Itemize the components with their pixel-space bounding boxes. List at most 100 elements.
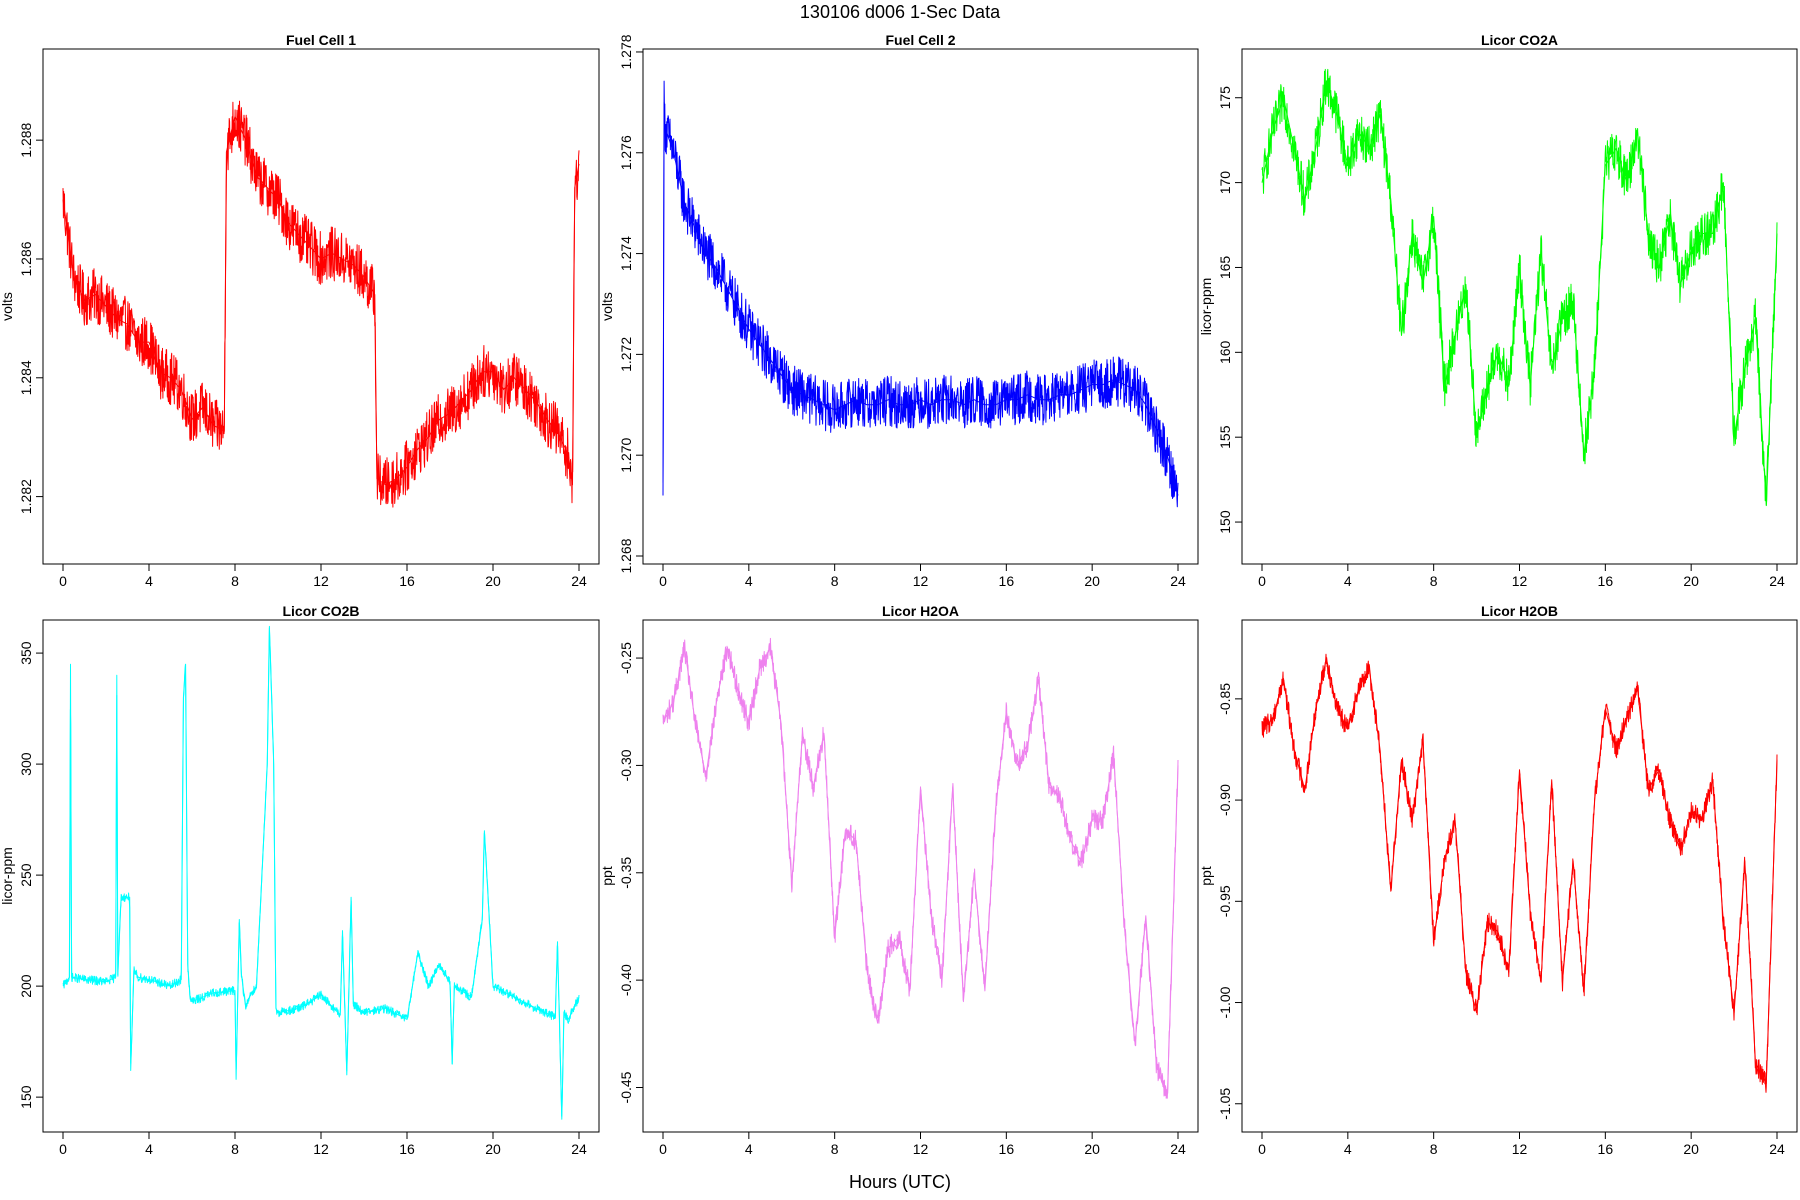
x-tick-label: 12 [313, 1141, 329, 1157]
y-tick-label: 1.278 [618, 34, 634, 69]
x-tick-label: 20 [485, 573, 501, 589]
x-tick-label: 0 [1258, 1141, 1266, 1157]
panel-grid: Fuel Cell 1 volts 0 4 8 12 16 20 24 1.282 1.284 1.2… [0, 32, 1798, 1157]
series-trace [1261, 68, 1778, 507]
x-tick-label: 0 [59, 573, 67, 589]
x-tick-label: 0 [1258, 573, 1266, 589]
y-tick-label: 1.276 [618, 135, 634, 170]
series-trace [62, 627, 580, 1117]
x-tick-label: 24 [1170, 573, 1186, 589]
x-tick-label: 20 [485, 1141, 501, 1157]
y-tick-label: 165 [1217, 256, 1233, 280]
y-tick-label: 155 [1217, 425, 1233, 449]
y-axis-label: licor-ppm [1198, 278, 1214, 336]
y-tick-label: 1.272 [618, 337, 634, 372]
y-tick-label: 1.282 [18, 479, 34, 514]
x-tick-label: 20 [1683, 573, 1699, 589]
y-tick-label: 175 [1217, 86, 1233, 110]
series-trace [1261, 653, 1778, 1093]
x-tick-label: 24 [1769, 573, 1785, 589]
y-tick-label: 200 [18, 974, 34, 998]
x-tick-label: 4 [145, 1141, 153, 1157]
y-tick-label: 1.274 [618, 236, 634, 271]
plot-frame [1241, 48, 1798, 565]
x-tick-label: 8 [831, 573, 839, 589]
y-axis-label: volts [0, 292, 15, 321]
x-tick-label: 20 [1084, 573, 1100, 589]
y-tick-label: 250 [18, 863, 34, 887]
plot-frame [42, 48, 600, 565]
panel-5: Licor H2OA ppt 0 4 8 12 16 20 24 -0.25 -0.30 -0.35 -… [599, 603, 1199, 1157]
figure-x-axis-label: Hours (UTC) [849, 1172, 951, 1192]
y-tick-label: 150 [18, 1085, 34, 1109]
figure-title: 130106 d006 1-Sec Data [800, 2, 1001, 22]
y-tick-label: -0.25 [618, 642, 634, 674]
y-tick-label: -0.90 [1217, 784, 1233, 816]
x-tick-label: 16 [399, 573, 415, 589]
y-axis-label: ppt [1198, 866, 1214, 886]
x-tick-label: 16 [999, 573, 1015, 589]
x-tick-label: 8 [1430, 573, 1438, 589]
y-tick-label: -1.00 [1217, 986, 1233, 1018]
panel-title: Licor CO2A [1481, 32, 1558, 48]
y-tick-label: -0.45 [618, 1071, 634, 1103]
panel-1: Fuel Cell 1 volts 0 4 8 12 16 20 24 1.282 1.284 1.2… [0, 32, 600, 589]
panel-title: Licor H2OB [1481, 603, 1558, 619]
x-tick-label: 20 [1683, 1141, 1699, 1157]
panel-3: Licor CO2A licor-ppm 0 4 8 12 16 20 24 150 155 160 1… [1198, 32, 1798, 589]
x-tick-label: 20 [1084, 1141, 1100, 1157]
plot-frame [42, 619, 600, 1133]
y-tick-label: -0.35 [618, 857, 634, 889]
y-tick-label: 1.288 [18, 122, 34, 157]
y-tick-label: 300 [18, 752, 34, 776]
x-tick-label: 16 [999, 1141, 1015, 1157]
y-axis-label: ppt [599, 866, 615, 886]
x-tick-label: 24 [571, 1141, 587, 1157]
x-tick-label: 16 [1598, 573, 1614, 589]
panel-title: Licor H2OA [882, 603, 959, 619]
y-tick-label: 1.284 [18, 360, 34, 395]
x-tick-label: 16 [1598, 1141, 1614, 1157]
x-tick-label: 4 [1344, 1141, 1352, 1157]
x-tick-label: 4 [745, 1141, 753, 1157]
x-tick-label: 4 [1344, 573, 1352, 589]
x-tick-label: 12 [1512, 573, 1528, 589]
x-tick-label: 0 [59, 1141, 67, 1157]
x-tick-label: 8 [231, 573, 239, 589]
y-tick-label: -1.05 [1217, 1088, 1233, 1120]
y-axis-label: volts [599, 292, 615, 321]
series-line [1261, 657, 1778, 1084]
y-tick-label: 1.286 [18, 241, 34, 276]
x-tick-label: 12 [313, 573, 329, 589]
y-tick-label: -0.85 [1217, 683, 1233, 715]
y-tick-label: -0.30 [618, 749, 634, 781]
x-tick-label: 4 [145, 573, 153, 589]
series-line [662, 646, 1179, 1099]
plot-frame [642, 619, 1199, 1133]
panel-2: Fuel Cell 2 volts 0 4 8 12 16 20 24 1.268 1.270 1.2… [599, 32, 1199, 589]
x-tick-label: 16 [399, 1141, 415, 1157]
series-trace [662, 637, 1179, 1099]
x-tick-label: 8 [1430, 1141, 1438, 1157]
y-tick-label: -0.95 [1217, 885, 1233, 917]
x-tick-label: 8 [231, 1141, 239, 1157]
series-trace [662, 80, 1179, 508]
x-tick-label: 12 [1512, 1141, 1528, 1157]
y-axis-label: licor-ppm [0, 847, 15, 905]
x-tick-label: 12 [913, 573, 929, 589]
y-tick-label: 350 [18, 641, 34, 665]
y-tick-label: 1.270 [618, 437, 634, 472]
x-tick-label: 24 [1769, 1141, 1785, 1157]
series-trace [62, 100, 580, 508]
y-tick-label: 160 [1217, 340, 1233, 364]
series-line [1261, 80, 1778, 506]
series-line [62, 115, 580, 486]
x-tick-label: 8 [831, 1141, 839, 1157]
panel-4: Licor CO2B licor-ppm 0 4 8 12 16 20 24 150 200 250 3… [0, 603, 600, 1157]
y-tick-label: -0.40 [618, 964, 634, 996]
x-tick-label: 0 [659, 573, 667, 589]
plot-frame [1241, 619, 1798, 1133]
x-tick-label: 0 [659, 1141, 667, 1157]
x-tick-label: 24 [1170, 1141, 1186, 1157]
